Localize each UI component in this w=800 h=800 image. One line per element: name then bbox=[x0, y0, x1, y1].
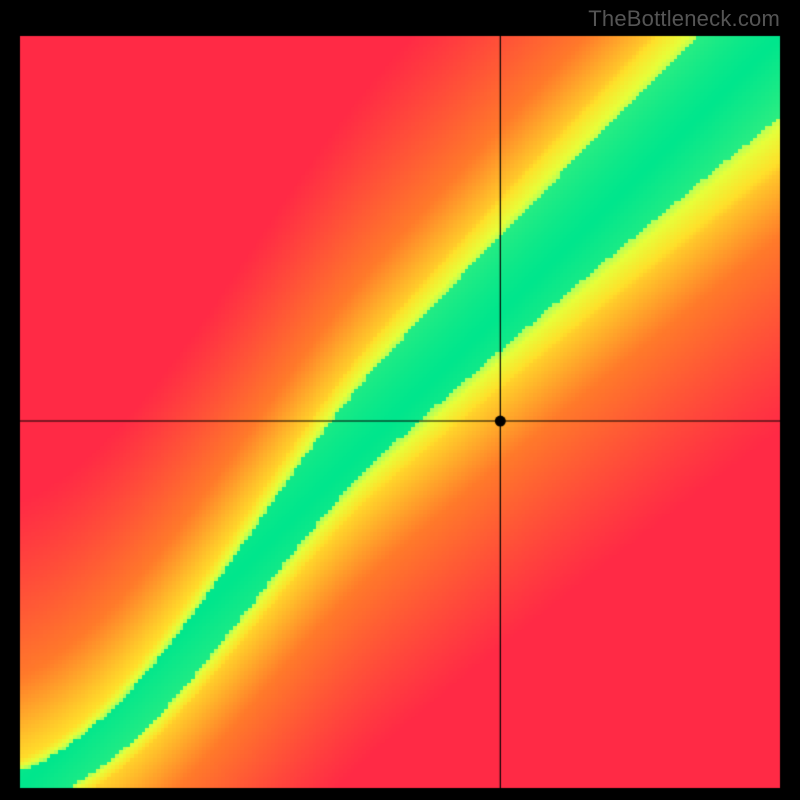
chart-container: TheBottleneck.com bbox=[0, 0, 800, 800]
watermark-text: TheBottleneck.com bbox=[588, 6, 780, 32]
bottleneck-heatmap bbox=[0, 0, 800, 800]
